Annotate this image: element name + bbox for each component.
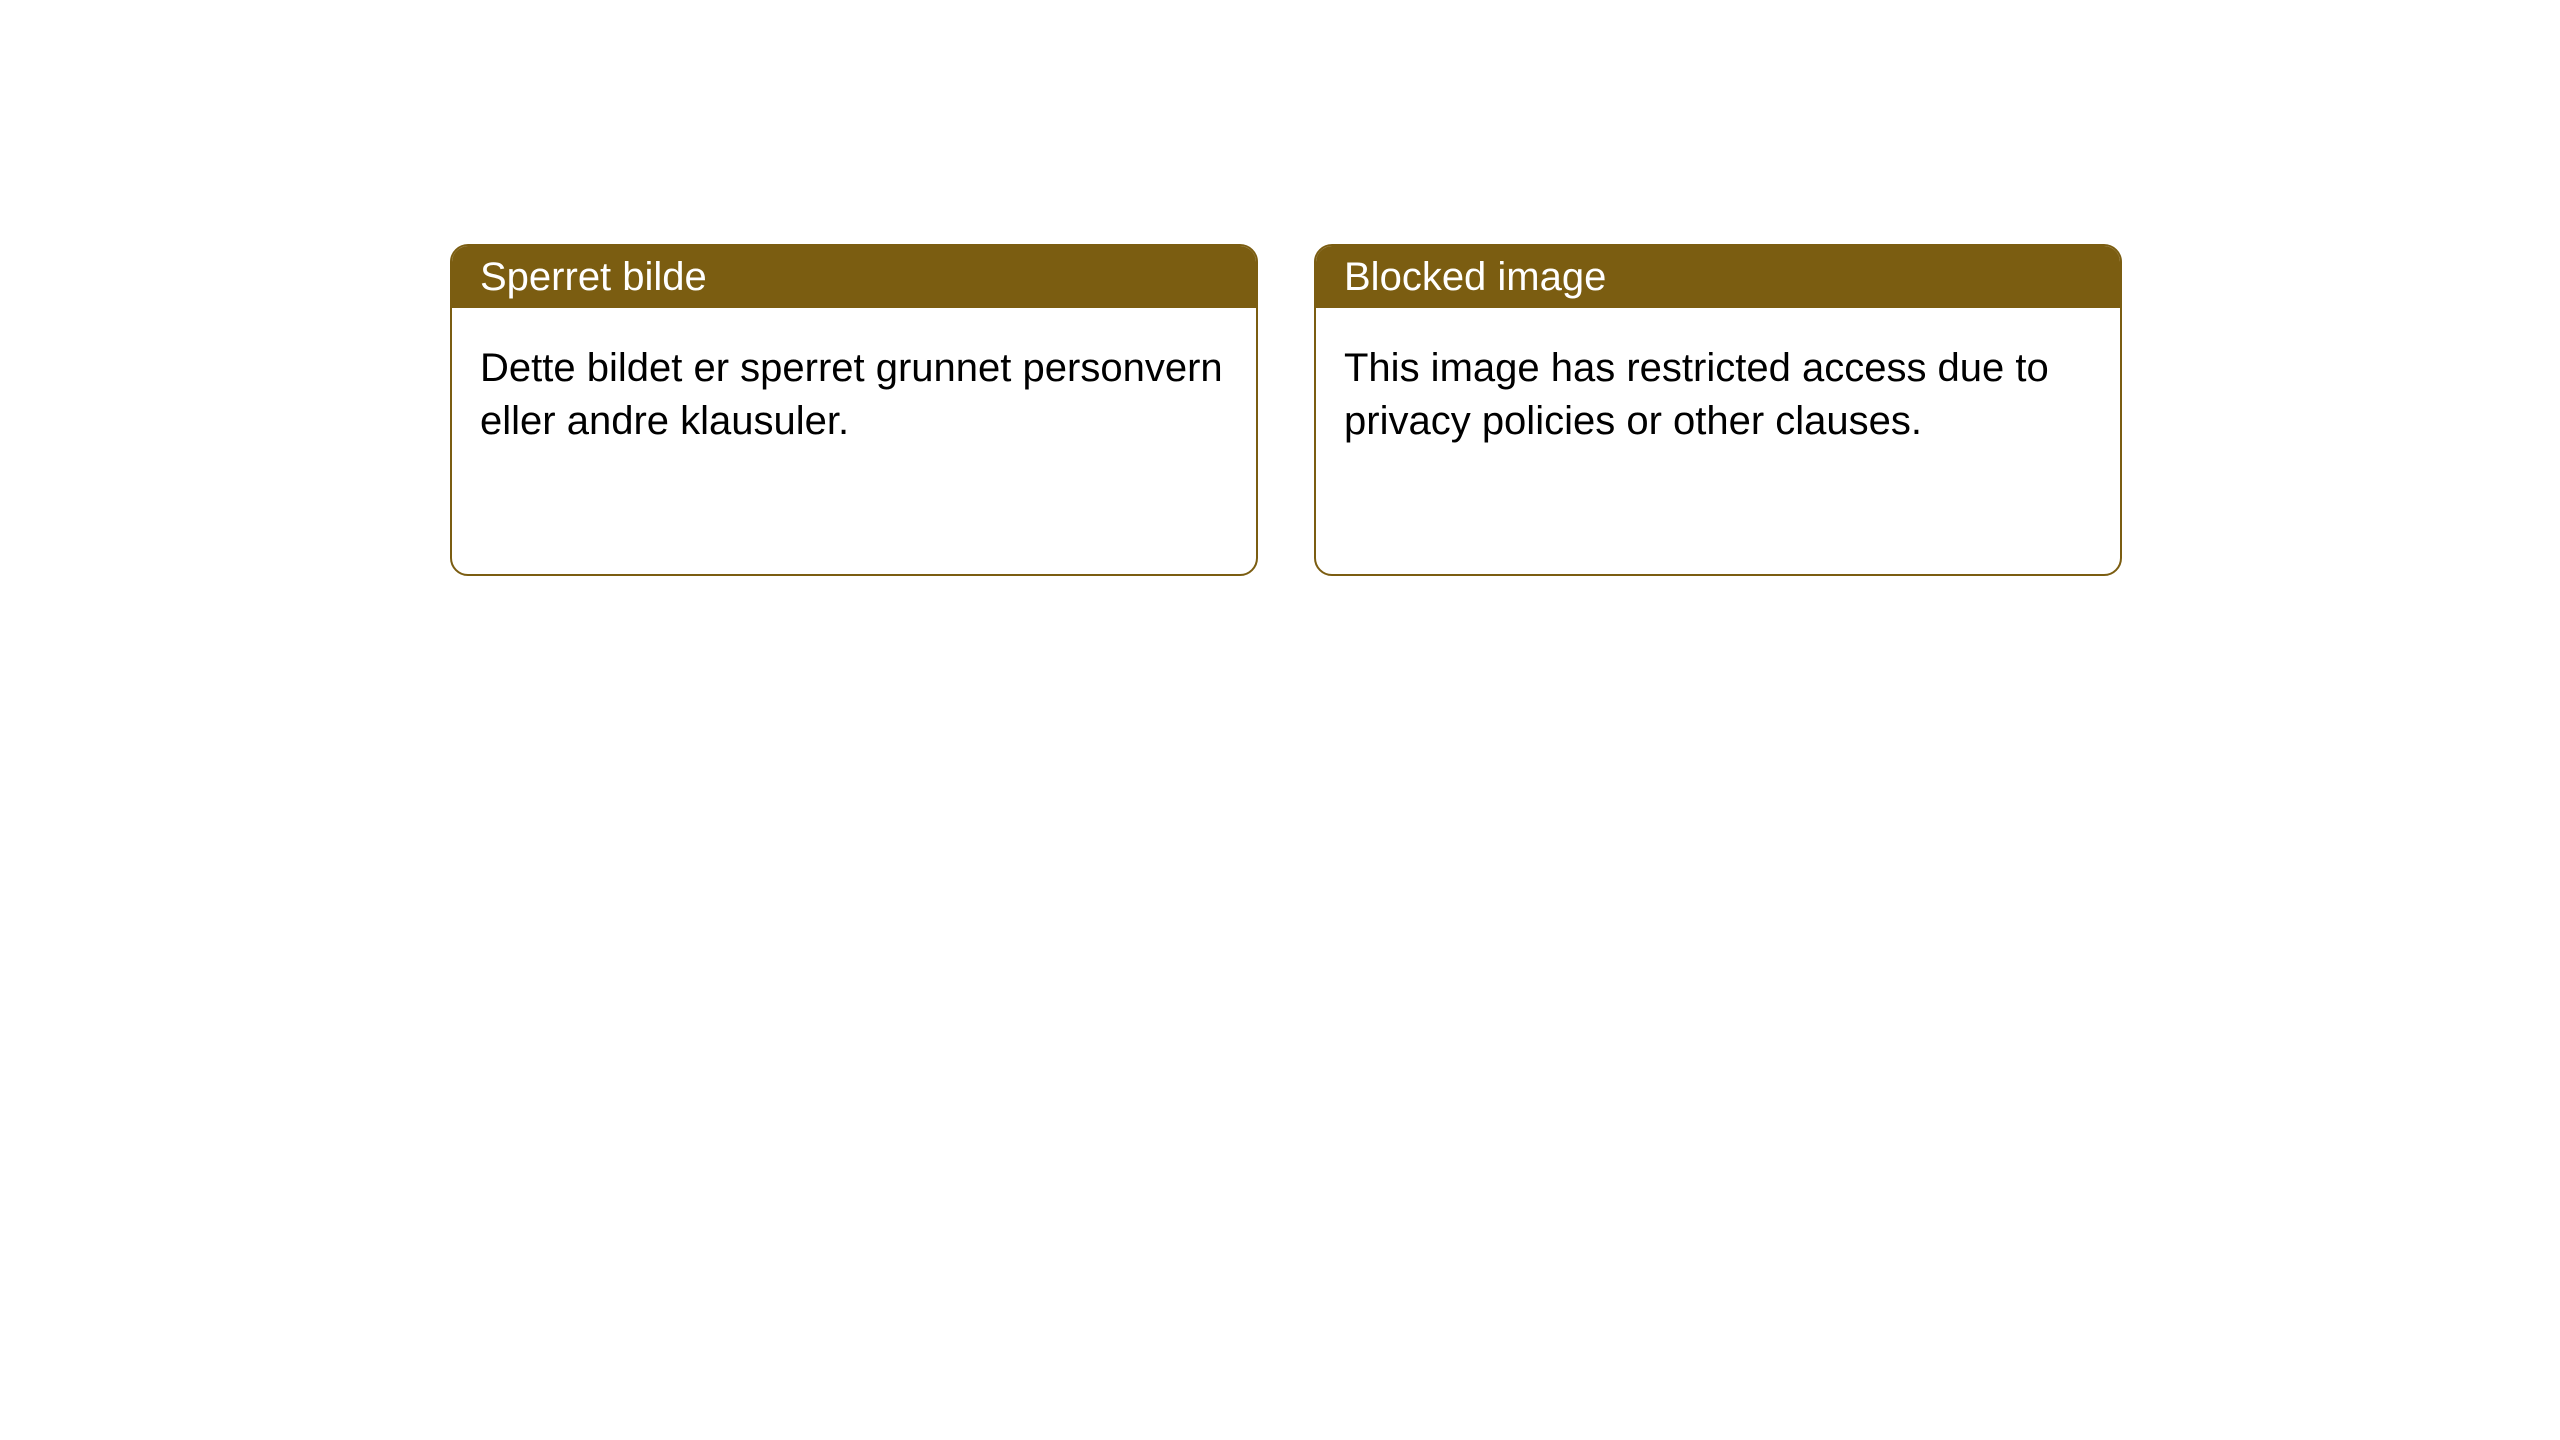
blocked-image-card-english: Blocked image This image has restricted … — [1314, 244, 2122, 576]
card-body-text: This image has restricted access due to … — [1344, 346, 2049, 443]
card-header: Blocked image — [1316, 246, 2120, 308]
notice-container: Sperret bilde Dette bildet er sperret gr… — [0, 0, 2560, 576]
blocked-image-card-norwegian: Sperret bilde Dette bildet er sperret gr… — [450, 244, 1258, 576]
card-title: Blocked image — [1344, 255, 1606, 300]
card-body: This image has restricted access due to … — [1316, 308, 2120, 482]
card-header: Sperret bilde — [452, 246, 1256, 308]
card-body-text: Dette bildet er sperret grunnet personve… — [480, 346, 1223, 443]
card-title: Sperret bilde — [480, 255, 707, 300]
card-body: Dette bildet er sperret grunnet personve… — [452, 308, 1256, 482]
